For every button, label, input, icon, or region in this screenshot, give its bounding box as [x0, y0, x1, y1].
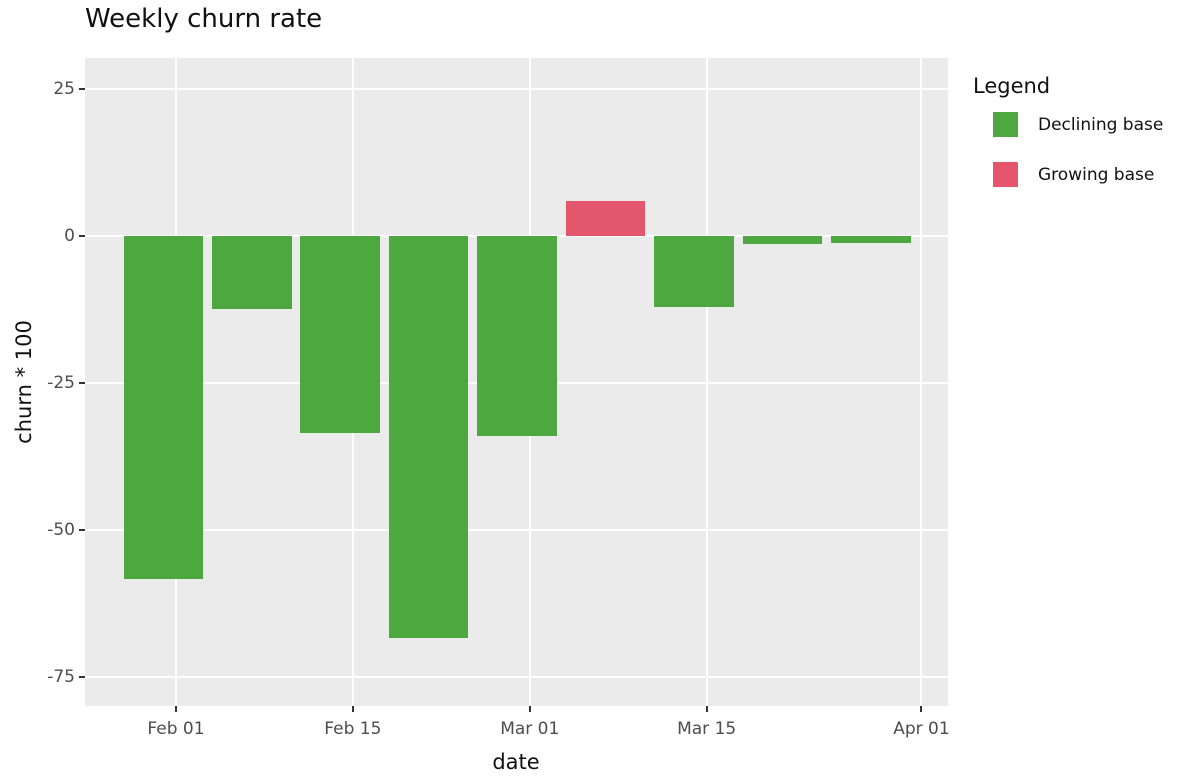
bar-Mar-14: [654, 235, 734, 308]
bar-Mar-28: [831, 235, 911, 243]
x-tick-mark: [528, 706, 531, 712]
gridline-y--75: [85, 675, 948, 678]
y-tick-mark: [79, 528, 85, 531]
gridline-x-Mar-15: [705, 58, 708, 706]
y-tick-label: 25: [53, 78, 75, 99]
x-tick-label: Feb 01: [147, 719, 205, 739]
gridline-y-25: [85, 87, 948, 90]
y-tick-label: -25: [47, 372, 75, 393]
gridline-y--50: [85, 528, 948, 531]
legend: Legend Declining base Growing base: [973, 74, 1163, 212]
bar-Feb-14: [300, 235, 381, 434]
x-axis-title: date: [492, 750, 540, 774]
bar-Feb-28: [477, 235, 557, 437]
chart-title: Weekly churn rate: [85, 4, 323, 34]
bar-Feb-07: [211, 235, 292, 310]
plot-panel: [85, 58, 948, 706]
x-tick-label: Apr 01: [893, 719, 950, 739]
x-tick-mark: [174, 706, 177, 712]
bar-Mar-07: [565, 200, 646, 236]
x-tick-mark: [351, 706, 354, 712]
y-tick-label: -75: [47, 666, 75, 687]
y-tick-label: -50: [47, 519, 75, 540]
bar-Feb-21: [388, 235, 469, 639]
legend-item-declining-base: Declining base: [993, 112, 1163, 137]
legend-label-growing-base: Growing base: [1038, 164, 1155, 185]
y-tick-label: 0: [64, 225, 75, 246]
growing-base-swatch-icon: [993, 162, 1018, 187]
x-tick-mark: [705, 706, 708, 712]
x-tick-label: Mar 15: [677, 719, 737, 739]
gridline-x-Apr-01: [920, 58, 923, 706]
x-tick-label: Feb 15: [324, 719, 382, 739]
x-tick-label: Mar 01: [500, 719, 560, 739]
legend-title: Legend: [973, 74, 1051, 98]
legend-item-growing-base: Growing base: [993, 162, 1163, 187]
legend-label-declining-base: Declining base: [1038, 114, 1164, 135]
y-tick-mark: [79, 381, 85, 384]
y-tick-mark: [79, 234, 85, 237]
bar-Mar-21: [742, 235, 823, 244]
declining-base-swatch-icon: [993, 112, 1018, 137]
y-tick-mark: [79, 87, 85, 90]
y-tick-mark: [79, 675, 85, 678]
bar-Jan-31: [123, 235, 204, 579]
x-tick-mark: [920, 706, 923, 712]
